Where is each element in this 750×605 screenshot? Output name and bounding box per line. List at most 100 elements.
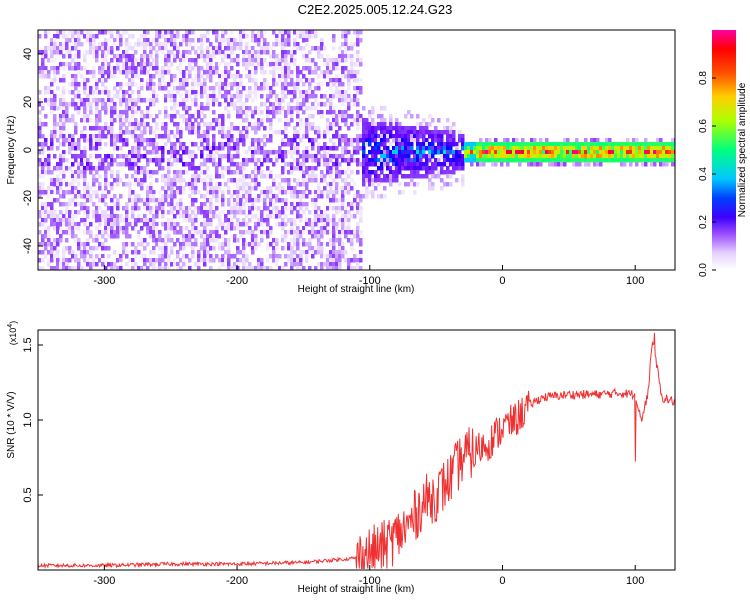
heatmap-cell: [218, 94, 222, 99]
heatmap-cell: [626, 158, 630, 163]
heatmap-cell: [50, 210, 54, 215]
heatmap-cell: [293, 250, 297, 255]
heatmap-cell: [140, 62, 144, 67]
heatmap-cell: [110, 210, 114, 215]
heatmap-cell: [428, 186, 432, 191]
heatmap-cell: [323, 46, 327, 51]
heatmap-cell: [356, 110, 360, 115]
heatmap-cell: [653, 146, 657, 151]
heatmap-cell: [149, 218, 153, 223]
heatmap-cell: [344, 94, 348, 99]
heatmap-cell: [233, 190, 237, 195]
heatmap-cell: [239, 250, 243, 255]
heatmap-cell: [95, 50, 99, 55]
heatmap-cell: [536, 154, 540, 159]
heatmap-cell: [110, 174, 114, 179]
heatmap-cell: [515, 142, 519, 147]
heatmap-cell: [395, 158, 399, 163]
heatmap-cell: [242, 250, 246, 255]
heatmap-cell: [299, 258, 303, 263]
heatmap-cell: [575, 150, 579, 155]
heatmap-cell: [251, 214, 255, 219]
heatmap-cell: [377, 174, 381, 179]
heatmap-cell: [116, 94, 120, 99]
heatmap-cell: [563, 150, 567, 155]
heatmap-cell: [347, 30, 351, 35]
heatmap-cell: [44, 66, 48, 71]
heatmap-cell: [296, 246, 300, 251]
heatmap-cell: [242, 258, 246, 263]
heatmap-cell: [458, 166, 462, 171]
heatmap-cell: [326, 254, 330, 259]
heatmap-cell: [164, 42, 168, 47]
heatmap-cell: [242, 142, 246, 147]
heatmap-cell: [341, 242, 345, 247]
heatmap-cell: [269, 122, 273, 127]
heatmap-cell: [107, 154, 111, 159]
heatmap-cell: [41, 166, 45, 171]
heatmap-cell: [110, 134, 114, 139]
heatmap-cell: [173, 58, 177, 63]
heatmap-cell: [83, 118, 87, 123]
heatmap-cell: [344, 170, 348, 175]
heatmap-cell: [440, 138, 444, 143]
heatmap-cell: [137, 106, 141, 111]
heatmap-cell: [380, 118, 384, 123]
heatmap-cell: [593, 146, 597, 151]
heatmap-cell: [374, 146, 378, 151]
heatmap-cell: [467, 154, 471, 159]
heatmap-cell: [71, 146, 75, 151]
heatmap-cell: [500, 154, 504, 159]
heatmap-cell: [86, 30, 90, 35]
heatmap-cell: [317, 214, 321, 219]
x-tick-label: -100: [359, 275, 381, 287]
heatmap-cell: [293, 50, 297, 55]
heatmap-cell: [377, 114, 381, 119]
heatmap-cell: [140, 186, 144, 191]
heatmap-cell: [131, 158, 135, 163]
heatmap-cell: [74, 74, 78, 79]
heatmap-cell: [347, 162, 351, 167]
heatmap-cell: [194, 130, 198, 135]
heatmap-cell: [464, 158, 468, 163]
heatmap-cell: [122, 218, 126, 223]
heatmap-cell: [341, 202, 345, 207]
heatmap-cell: [479, 154, 483, 159]
heatmap-cell: [38, 230, 42, 235]
heatmap-cell: [149, 174, 153, 179]
heatmap-cell: [182, 102, 186, 107]
heatmap-cell: [41, 162, 45, 167]
heatmap-cell: [140, 254, 144, 259]
heatmap-cell: [242, 194, 246, 199]
heatmap-cell: [164, 106, 168, 111]
heatmap-cell: [188, 94, 192, 99]
heatmap-cell: [443, 142, 447, 147]
heatmap-cell: [440, 154, 444, 159]
heatmap-cell: [173, 258, 177, 263]
heatmap-cell: [545, 150, 549, 155]
heatmap-cell: [314, 234, 318, 239]
heatmap-cell: [302, 98, 306, 103]
heatmap-cell: [233, 262, 237, 267]
heatmap-cell: [71, 118, 75, 123]
heatmap-cell: [245, 46, 249, 51]
heatmap-cell: [128, 166, 132, 171]
heatmap-cell: [326, 230, 330, 235]
heatmap-cell: [275, 106, 279, 111]
heatmap-cell: [41, 222, 45, 227]
heatmap-cell: [164, 142, 168, 147]
heatmap-cell: [182, 78, 186, 83]
heatmap-cell: [239, 130, 243, 135]
heatmap-cell: [623, 146, 627, 151]
heatmap-cell: [494, 142, 498, 147]
heatmap-cell: [95, 82, 99, 87]
heatmap-cell: [635, 162, 639, 167]
heatmap-cell: [110, 30, 114, 35]
heatmap-cell: [191, 210, 195, 215]
heatmap-cell: [404, 146, 408, 151]
heatmap-cell: [284, 62, 288, 67]
heatmap-cell: [302, 250, 306, 255]
heatmap-cell: [272, 258, 276, 263]
heatmap-cell: [245, 62, 249, 67]
heatmap-cell: [188, 234, 192, 239]
